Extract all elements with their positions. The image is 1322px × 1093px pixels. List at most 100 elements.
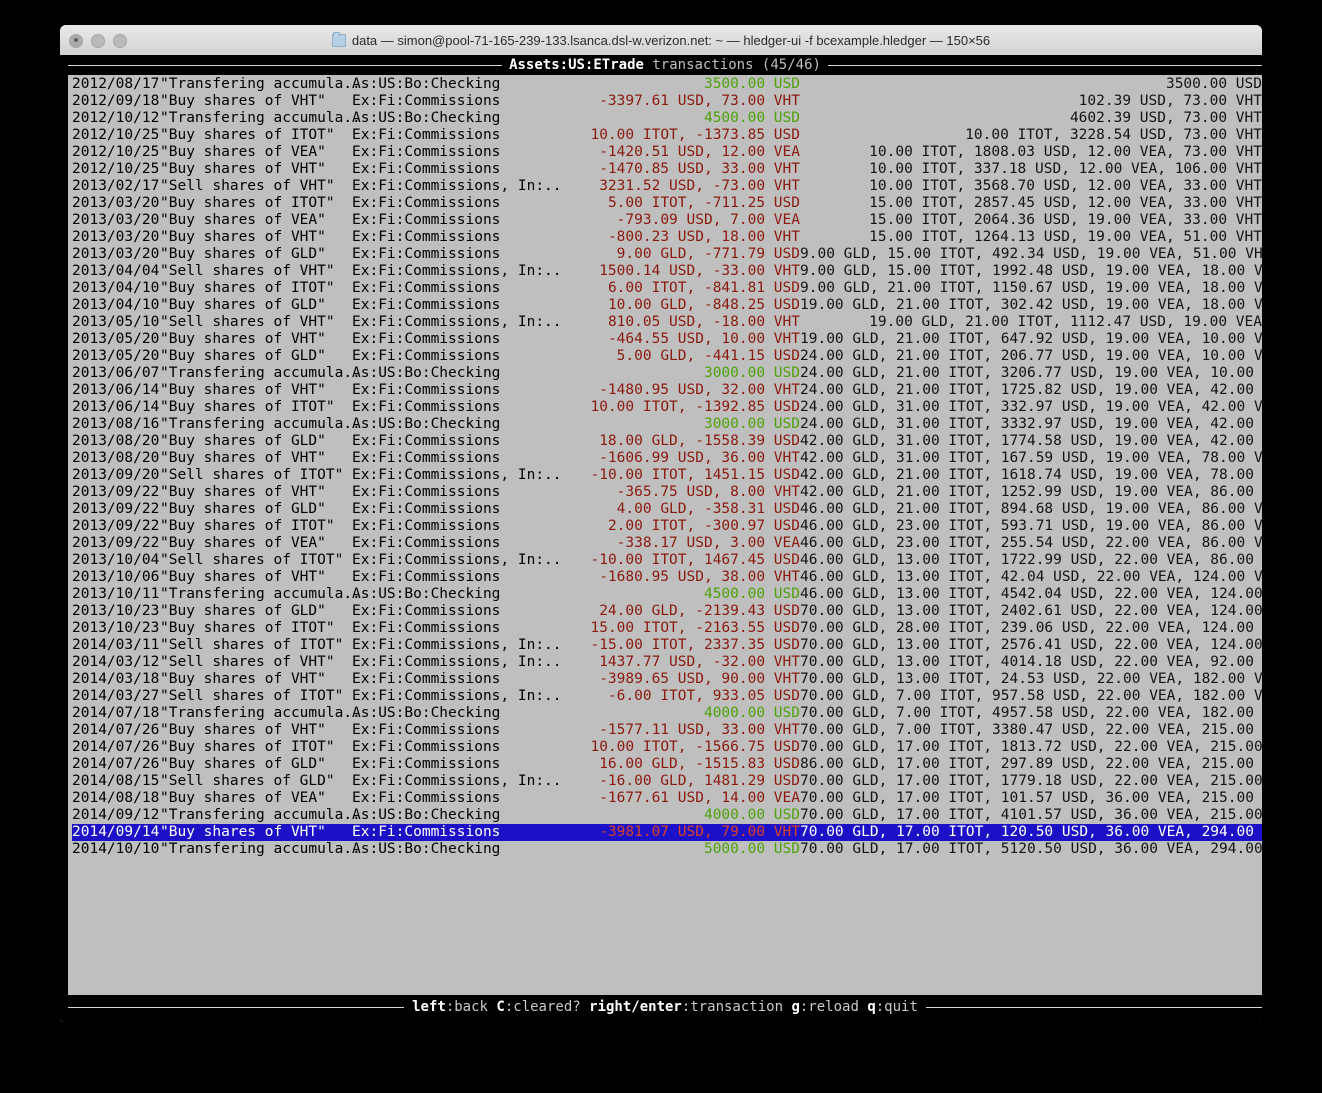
table-row[interactable]: 2014/03/12"Sell shares of VHT" Ex:Fi:Comm… bbox=[72, 654, 1262, 671]
table-row[interactable]: 2013/10/23"Buy shares of GLD" Ex:Fi:Commi… bbox=[72, 603, 1262, 620]
table-row[interactable]: 2012/09/18"Buy shares of VHT" Ex:Fi:Commi… bbox=[72, 93, 1262, 110]
row-date: 2013/08/20 bbox=[72, 450, 160, 466]
table-row[interactable]: 2013/05/20"Buy shares of GLD" Ex:Fi:Commi… bbox=[72, 348, 1262, 365]
table-row[interactable]: 2012/10/25"Buy shares of ITOT" Ex:Fi:Comm… bbox=[72, 127, 1262, 144]
row-amount: -338.17 USD, 3.00 VEA bbox=[616, 535, 800, 551]
table-row[interactable]: 2013/10/11"Transfering accumula..As:US:B… bbox=[72, 586, 1262, 603]
window-titlebar[interactable]: data — simon@pool-71-165-239-133.lsanca.… bbox=[60, 25, 1262, 56]
row-date: 2014/07/26 bbox=[72, 722, 160, 738]
table-row[interactable]: 2012/10/12"Transfering accumula..As:US:B… bbox=[72, 110, 1262, 127]
table-row[interactable]: 2012/10/25"Buy shares of VEA" Ex:Fi:Commi… bbox=[72, 144, 1262, 161]
row-account: Ex:Fi:Commissions bbox=[352, 739, 501, 755]
table-row[interactable]: 2013/09/22"Buy shares of ITOT" Ex:Fi:Comm… bbox=[72, 518, 1262, 535]
table-row[interactable]: 2014/09/14"Buy shares of VHT" Ex:Fi:Commi… bbox=[72, 824, 1262, 841]
table-row[interactable]: 2013/09/22"Buy shares of VEA" Ex:Fi:Commi… bbox=[72, 535, 1262, 552]
row-amount: -16.00 GLD, 1481.29 USD bbox=[599, 773, 800, 789]
row-amount: 3000.00 USD bbox=[703, 416, 800, 432]
close-button[interactable] bbox=[69, 34, 83, 48]
table-row[interactable]: 2014/08/15"Sell shares of GLD" Ex:Fi:Comm… bbox=[72, 773, 1262, 790]
table-row[interactable]: 2013/06/14"Buy shares of ITOT" Ex:Fi:Comm… bbox=[72, 399, 1262, 416]
row-amount: 4.00 GLD, -358.31 USD bbox=[616, 501, 800, 517]
row-description: "Transfering accumula.. bbox=[160, 705, 361, 721]
row-balance: 70.00 GLD, 7.00 ITOT, 957.58 USD, 22.00 … bbox=[800, 688, 1262, 704]
row-description: "Buy shares of ITOT" bbox=[160, 518, 335, 534]
row-account: Ex:Fi:Commissions bbox=[352, 824, 501, 840]
table-row[interactable]: 2013/08/20"Buy shares of VHT" Ex:Fi:Commi… bbox=[72, 450, 1262, 467]
table-row[interactable]: 2013/06/14"Buy shares of VHT" Ex:Fi:Commi… bbox=[72, 382, 1262, 399]
table-row[interactable]: 2013/09/20"Sell shares of ITOT" Ex:Fi:Com… bbox=[72, 467, 1262, 484]
row-description: "Buy shares of VHT" bbox=[160, 229, 326, 245]
row-date: 2013/09/22 bbox=[72, 518, 160, 534]
table-row[interactable]: 2013/04/04"Sell shares of VHT" Ex:Fi:Comm… bbox=[72, 263, 1262, 280]
table-row[interactable]: 2014/03/27"Sell shares of ITOT" Ex:Fi:Com… bbox=[72, 688, 1262, 705]
table-row[interactable]: 2013/03/20"Buy shares of ITOT" Ex:Fi:Comm… bbox=[72, 195, 1262, 212]
row-description: "Buy shares of VHT" bbox=[160, 824, 326, 840]
table-row[interactable]: 2014/07/18"Transfering accumula..As:US:B… bbox=[72, 705, 1262, 722]
row-description: "Buy shares of VHT" bbox=[160, 93, 326, 109]
header-account: Assets:US:ETrade bbox=[509, 57, 644, 73]
transactions-list[interactable]: 2012/08/17"Transfering accumula..As:US:B… bbox=[72, 76, 1262, 858]
window-controls bbox=[69, 34, 127, 48]
row-description: "Buy shares of GLD" bbox=[160, 246, 326, 262]
row-date: 2013/04/04 bbox=[72, 263, 160, 279]
row-account: Ex:Fi:Commissions bbox=[352, 535, 501, 551]
row-date: 2013/06/14 bbox=[72, 399, 160, 415]
row-date: 2012/10/12 bbox=[72, 110, 160, 126]
row-account: Ex:Fi:Commissions bbox=[352, 399, 501, 415]
status-key: g bbox=[791, 999, 800, 1015]
table-row[interactable]: 2013/09/22"Buy shares of VHT" Ex:Fi:Commi… bbox=[72, 484, 1262, 501]
table-row[interactable]: 2013/03/20"Buy shares of GLD" Ex:Fi:Commi… bbox=[72, 246, 1262, 263]
row-account: Ex:Fi:Commissions bbox=[352, 433, 501, 449]
row-balance: 46.00 GLD, 21.00 ITOT, 894.68 USD, 19.00… bbox=[800, 501, 1262, 517]
table-row[interactable]: 2013/04/10"Buy shares of GLD" Ex:Fi:Commi… bbox=[72, 297, 1262, 314]
table-row[interactable]: 2013/10/06"Buy shares of VHT" Ex:Fi:Commi… bbox=[72, 569, 1262, 586]
table-row[interactable]: 2013/08/16"Transfering accumula..As:US:B… bbox=[72, 416, 1262, 433]
row-balance: 70.00 GLD, 13.00 ITOT, 2576.41 USD, 22.0… bbox=[800, 637, 1262, 653]
row-balance: 46.00 GLD, 23.00 ITOT, 255.54 USD, 22.00… bbox=[800, 535, 1262, 551]
row-description: "Buy shares of VHT" bbox=[160, 569, 326, 585]
table-row[interactable]: 2013/04/10"Buy shares of ITOT" Ex:Fi:Comm… bbox=[72, 280, 1262, 297]
table-row[interactable]: 2013/05/10"Sell shares of VHT" Ex:Fi:Comm… bbox=[72, 314, 1262, 331]
header-title: Assets:US:ETrade transactions (45/46) bbox=[502, 57, 828, 74]
table-row[interactable]: 2014/03/18"Buy shares of VHT" Ex:Fi:Commi… bbox=[72, 671, 1262, 688]
table-row[interactable]: 2013/08/20"Buy shares of GLD" Ex:Fi:Commi… bbox=[72, 433, 1262, 450]
row-account: Ex:Fi:Commissions bbox=[352, 484, 501, 500]
row-amount: -6.00 ITOT, 933.05 USD bbox=[607, 688, 800, 704]
zoom-button[interactable] bbox=[113, 34, 127, 48]
table-row[interactable]: 2014/07/26"Buy shares of VHT" Ex:Fi:Commi… bbox=[72, 722, 1262, 739]
table-row[interactable]: 2014/09/12"Transfering accumula..As:US:B… bbox=[72, 807, 1262, 824]
table-row[interactable]: 2013/06/07"Transfering accumula..As:US:B… bbox=[72, 365, 1262, 382]
table-row[interactable]: 2013/09/22"Buy shares of GLD" Ex:Fi:Commi… bbox=[72, 501, 1262, 518]
table-row[interactable]: 2012/08/17"Transfering accumula..As:US:B… bbox=[72, 76, 1262, 93]
row-description: "Sell shares of VHT" bbox=[160, 314, 335, 330]
table-row[interactable]: 2013/10/23"Buy shares of ITOT" Ex:Fi:Comm… bbox=[72, 620, 1262, 637]
row-description: "Buy shares of VHT" bbox=[160, 722, 326, 738]
row-balance: 70.00 GLD, 7.00 ITOT, 4957.58 USD, 22.00… bbox=[800, 705, 1262, 721]
table-row[interactable]: 2013/03/20"Buy shares of VEA" Ex:Fi:Commi… bbox=[72, 212, 1262, 229]
transactions-screen[interactable]: 2012/08/17"Transfering accumula..As:US:B… bbox=[68, 75, 1262, 995]
row-amount: -3397.61 USD, 73.00 VHT bbox=[599, 93, 800, 109]
table-row[interactable]: 2013/02/17"Sell shares of VHT" Ex:Fi:Comm… bbox=[72, 178, 1262, 195]
table-row[interactable]: 2013/05/20"Buy shares of VHT" Ex:Fi:Commi… bbox=[72, 331, 1262, 348]
table-row[interactable]: 2014/07/26"Buy shares of GLD" Ex:Fi:Commi… bbox=[72, 756, 1262, 773]
table-row[interactable]: 2014/03/11"Sell shares of ITOT" Ex:Fi:Com… bbox=[72, 637, 1262, 654]
table-row[interactable]: 2013/03/20"Buy shares of VHT" Ex:Fi:Commi… bbox=[72, 229, 1262, 246]
table-row[interactable]: 2013/10/04"Sell shares of ITOT" Ex:Fi:Com… bbox=[72, 552, 1262, 569]
row-account: Ex:Fi:Commissions, In:.. bbox=[352, 314, 562, 330]
table-row[interactable]: 2012/10/25"Buy shares of VHT" Ex:Fi:Commi… bbox=[72, 161, 1262, 178]
row-account: Ex:Fi:Commissions, In:.. bbox=[352, 773, 562, 789]
row-account: Ex:Fi:Commissions bbox=[352, 603, 501, 619]
row-amount: 1500.14 USD, -33.00 VHT bbox=[599, 263, 800, 279]
table-row[interactable]: 2014/08/18"Buy shares of VEA" Ex:Fi:Commi… bbox=[72, 790, 1262, 807]
row-account: Ex:Fi:Commissions, In:.. bbox=[352, 263, 562, 279]
status-area: left:back C:cleared? right/enter:transac… bbox=[68, 995, 1262, 1022]
row-amount: 5.00 GLD, -441.15 USD bbox=[616, 348, 800, 364]
row-amount: 810.05 USD, -18.00 VHT bbox=[607, 314, 800, 330]
table-row[interactable]: 2014/07/26"Buy shares of ITOT" Ex:Fi:Comm… bbox=[72, 739, 1262, 756]
row-account: Ex:Fi:Commissions bbox=[352, 280, 501, 296]
minimize-button[interactable] bbox=[91, 34, 105, 48]
table-row[interactable]: 2014/10/10"Transfering accumula..As:US:B… bbox=[72, 841, 1262, 858]
row-balance: 70.00 GLD, 17.00 ITOT, 1779.18 USD, 22.0… bbox=[800, 773, 1262, 789]
status-action: :back bbox=[445, 999, 497, 1015]
header-rule-right bbox=[827, 65, 1262, 66]
